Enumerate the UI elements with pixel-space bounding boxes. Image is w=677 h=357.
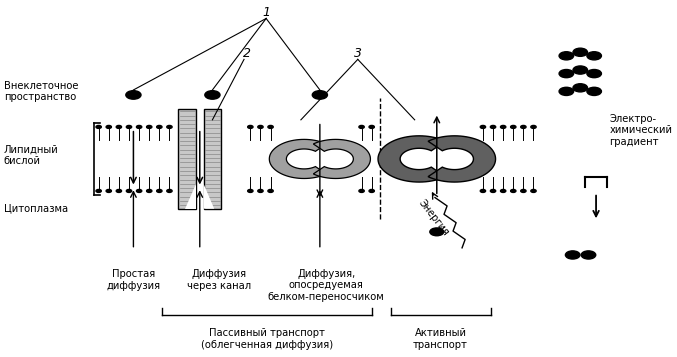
Circle shape: [500, 190, 506, 192]
Circle shape: [248, 190, 253, 192]
Circle shape: [490, 190, 496, 192]
Circle shape: [156, 190, 162, 192]
Circle shape: [116, 125, 122, 129]
Circle shape: [369, 125, 374, 129]
Circle shape: [146, 125, 152, 129]
Circle shape: [521, 125, 526, 129]
Circle shape: [126, 91, 141, 99]
Circle shape: [559, 70, 573, 78]
Circle shape: [156, 125, 162, 129]
Text: Внеклеточное
пространство: Внеклеточное пространство: [4, 81, 79, 102]
Polygon shape: [269, 139, 326, 178]
Circle shape: [167, 125, 172, 129]
Circle shape: [268, 190, 274, 192]
Circle shape: [137, 125, 141, 129]
Circle shape: [559, 52, 573, 60]
FancyBboxPatch shape: [204, 109, 221, 209]
Circle shape: [146, 190, 152, 192]
Polygon shape: [185, 184, 196, 209]
Text: Электро-
химический
градиент: Электро- химический градиент: [609, 114, 672, 147]
Text: Простая
диффузия: Простая диффузия: [106, 269, 160, 291]
Circle shape: [167, 190, 172, 192]
Circle shape: [430, 228, 443, 236]
Circle shape: [587, 87, 601, 95]
Circle shape: [312, 91, 328, 99]
Circle shape: [369, 190, 374, 192]
Circle shape: [106, 125, 112, 129]
Circle shape: [106, 190, 112, 192]
Circle shape: [205, 91, 220, 99]
Polygon shape: [204, 184, 214, 209]
Text: 1: 1: [262, 6, 270, 19]
Circle shape: [359, 190, 364, 192]
Circle shape: [573, 48, 588, 56]
Circle shape: [258, 190, 263, 192]
Circle shape: [565, 251, 580, 259]
Circle shape: [573, 84, 588, 92]
Circle shape: [531, 125, 536, 129]
Text: Энергия: Энергия: [416, 198, 451, 237]
Text: 2: 2: [243, 47, 251, 60]
Circle shape: [587, 52, 601, 60]
Circle shape: [116, 190, 122, 192]
Circle shape: [96, 125, 102, 129]
Polygon shape: [313, 139, 370, 178]
Circle shape: [510, 190, 516, 192]
Text: Липидный
бислой: Липидный бислой: [4, 145, 59, 166]
Circle shape: [248, 125, 253, 129]
Circle shape: [359, 125, 364, 129]
Circle shape: [500, 125, 506, 129]
Circle shape: [573, 66, 588, 74]
Polygon shape: [428, 136, 496, 182]
Text: Цитоплазма: Цитоплазма: [4, 204, 68, 214]
Text: 3: 3: [354, 47, 362, 60]
Circle shape: [531, 190, 536, 192]
Circle shape: [521, 190, 526, 192]
Circle shape: [258, 125, 263, 129]
Circle shape: [96, 190, 102, 192]
Circle shape: [127, 190, 131, 192]
Text: Активный
транспорт: Активный транспорт: [413, 328, 468, 350]
Text: Диффузия,
опосредуемая
белком-переносчиком: Диффузия, опосредуемая белком-переносчик…: [268, 268, 385, 302]
Circle shape: [582, 251, 596, 259]
Text: Диффузия
через канал: Диффузия через канал: [187, 269, 250, 291]
Circle shape: [268, 125, 274, 129]
Circle shape: [137, 190, 141, 192]
Circle shape: [510, 125, 516, 129]
Text: Пассивный транспорт
(облегченная диффузия): Пассивный транспорт (облегченная диффузи…: [200, 328, 333, 350]
Circle shape: [480, 190, 485, 192]
Circle shape: [480, 125, 485, 129]
Circle shape: [587, 70, 601, 78]
Polygon shape: [378, 136, 445, 182]
FancyBboxPatch shape: [178, 109, 196, 209]
Circle shape: [127, 125, 131, 129]
Circle shape: [559, 87, 573, 95]
Circle shape: [490, 125, 496, 129]
